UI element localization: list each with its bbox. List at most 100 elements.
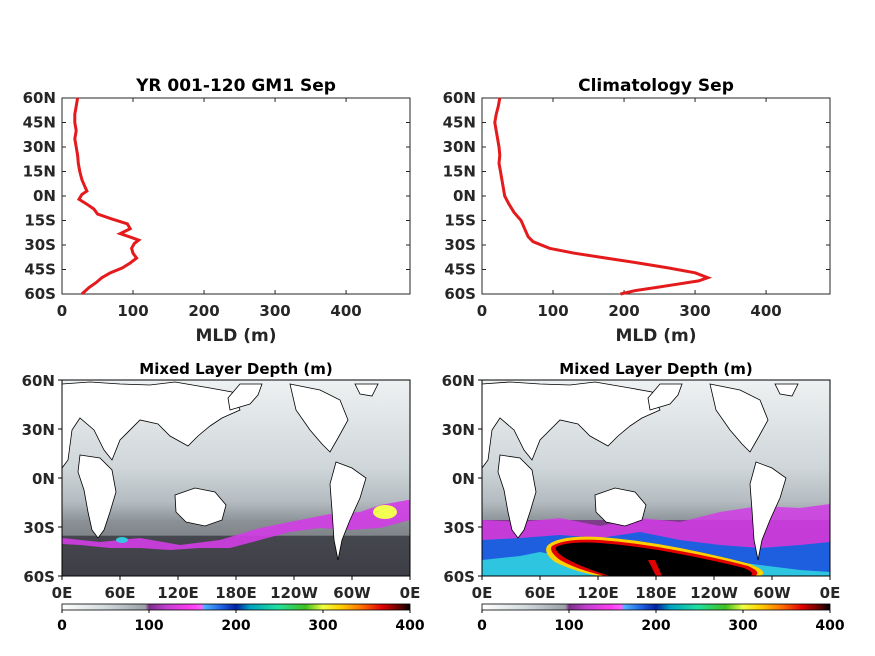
south-america <box>749 461 787 561</box>
y-tick-label: 60S <box>24 285 56 303</box>
y-tick-label: 0N <box>33 187 56 205</box>
colorbar-tick-label: 400 <box>395 618 424 634</box>
panel-title: Mixed Layer Depth (m) <box>559 360 752 378</box>
y-tick-label: 45S <box>444 261 476 279</box>
map-ticks: 0E 60E 120E 180E 120W 60W 0E 60N 30N 0N 30S 60S <box>22 372 421 602</box>
mld-line <box>73 97 142 296</box>
colorbar-tick-label: 0 <box>57 618 67 634</box>
lat-tick-label: 60N <box>22 372 55 390</box>
y-tick-label: 0N <box>453 187 476 205</box>
y-tick-label: 30N <box>443 138 476 156</box>
x-tick-label: 0 <box>477 302 487 320</box>
colorbar-tick-label: 100 <box>134 618 163 634</box>
y-tick-label: 15S <box>24 212 56 230</box>
y-tick-label: 30S <box>444 236 476 254</box>
y-tick-label: 15N <box>443 163 476 181</box>
lon-tick-label: 180E <box>635 584 677 602</box>
lon-tick-label: 120W <box>690 584 738 602</box>
continents <box>61 381 379 561</box>
y-tick-label: 45S <box>24 261 56 279</box>
x-axis-label: MLD (m) <box>195 326 276 346</box>
lon-tick-label: 60W <box>753 584 791 602</box>
north-america <box>709 383 769 453</box>
colorbar-ticks: 0 100 200 300 400 <box>57 610 425 634</box>
lon-tick-label: 0E <box>820 584 841 602</box>
lat-tick-label: 30S <box>443 519 475 537</box>
africa <box>77 454 117 539</box>
australia <box>174 487 227 527</box>
high-mld-spot <box>373 505 397 519</box>
y-tick-label: 60S <box>444 285 476 303</box>
x-tick-label: 400 <box>330 302 361 320</box>
colorbar-tick-label: 0 <box>477 618 487 634</box>
deep-mld-core <box>555 542 752 576</box>
lat-tick-label: 30S <box>23 519 55 537</box>
lat-tick-label: 60S <box>23 568 55 586</box>
high-mld-spot <box>116 537 128 543</box>
greenland <box>774 383 799 397</box>
south-america <box>329 461 367 561</box>
x-tick-label: 200 <box>188 302 219 320</box>
colorbar-tick-label: 300 <box>728 618 757 634</box>
mld-map <box>481 379 831 577</box>
colorbar <box>481 603 831 611</box>
lon-tick-label: 180E <box>215 584 257 602</box>
lon-tick-label: 0E <box>400 584 421 602</box>
colorbar-ticks: 0 100 200 300 400 <box>477 610 845 634</box>
lat-tick-label: 60S <box>443 568 475 586</box>
lat-tick-label: 0N <box>32 470 55 488</box>
africa <box>497 454 537 539</box>
panel-title: YR 001-120 GM1 Sep <box>135 76 336 96</box>
lon-tick-label: 60W <box>333 584 371 602</box>
lat-tick-label: 60N <box>442 372 475 390</box>
colorbar-tick-label: 200 <box>221 618 250 634</box>
mld-line <box>493 97 713 296</box>
lat-tick-label: 30N <box>442 421 475 439</box>
colorbar-tick-label: 300 <box>308 618 337 634</box>
panel-top-left: YR 001-120 GM1 Sep 0 100 200 300 400 60N 45N 30… <box>23 76 411 346</box>
axes-box <box>481 97 831 295</box>
map-ticks: 0E 60E 120E 180E 120W 60W 0E 60N 30N 0N 30S 60S <box>442 372 841 602</box>
colorbar-tick-label: 200 <box>641 618 670 634</box>
east-asia <box>647 383 683 411</box>
greenland <box>354 383 379 397</box>
australia <box>594 487 647 527</box>
panel-top-right: Climatology Sep 0 100 200 300 400 60N 45N 30N 15… <box>443 76 831 346</box>
y-tick-label: 15N <box>23 163 56 181</box>
x-tick-label: 400 <box>750 302 781 320</box>
lat-tick-label: 30N <box>22 421 55 439</box>
colorbar <box>61 603 411 611</box>
y-tick-label: 45N <box>443 114 476 132</box>
mld-map <box>61 379 411 577</box>
lon-tick-label: 120W <box>270 584 318 602</box>
eurasia-africa-west <box>481 381 661 470</box>
panel-bottom-left: Mixed Layer Depth (m) 0E 60E 120E 180E 120W <box>22 360 425 634</box>
y-tick-label: 60N <box>23 89 56 107</box>
lon-tick-label: 60E <box>104 584 135 602</box>
x-tick-label: 300 <box>679 302 710 320</box>
y-tick-label: 45N <box>23 114 56 132</box>
lon-tick-label: 120E <box>577 584 619 602</box>
y-tick-label: 60N <box>443 89 476 107</box>
y-tick-label: 30N <box>23 138 56 156</box>
axis-ticks: 0 100 200 300 400 60N 45N 30N 15N 0N 15S 30S 45S 60S <box>443 89 830 320</box>
north-america <box>289 383 349 453</box>
x-tick-label: 0 <box>57 302 67 320</box>
axes-box <box>61 97 411 295</box>
x-axis-label: MLD (m) <box>615 326 696 346</box>
y-tick-label: 30S <box>24 236 56 254</box>
eurasia-africa-west <box>61 381 241 470</box>
panel-title: Mixed Layer Depth (m) <box>139 360 332 378</box>
lon-tick-label: 60E <box>524 584 555 602</box>
colorbar-tick-label: 400 <box>815 618 844 634</box>
lon-tick-label: 120E <box>157 584 199 602</box>
continents <box>481 381 799 561</box>
high-mld-streak <box>648 560 662 576</box>
lon-tick-label: 0E <box>472 584 493 602</box>
x-tick-label: 100 <box>117 302 148 320</box>
x-tick-label: 200 <box>608 302 639 320</box>
x-tick-label: 100 <box>537 302 568 320</box>
lon-tick-label: 0E <box>52 584 73 602</box>
panel-bottom-right: Mixed Layer Depth (m) 0E 6 <box>442 360 845 634</box>
